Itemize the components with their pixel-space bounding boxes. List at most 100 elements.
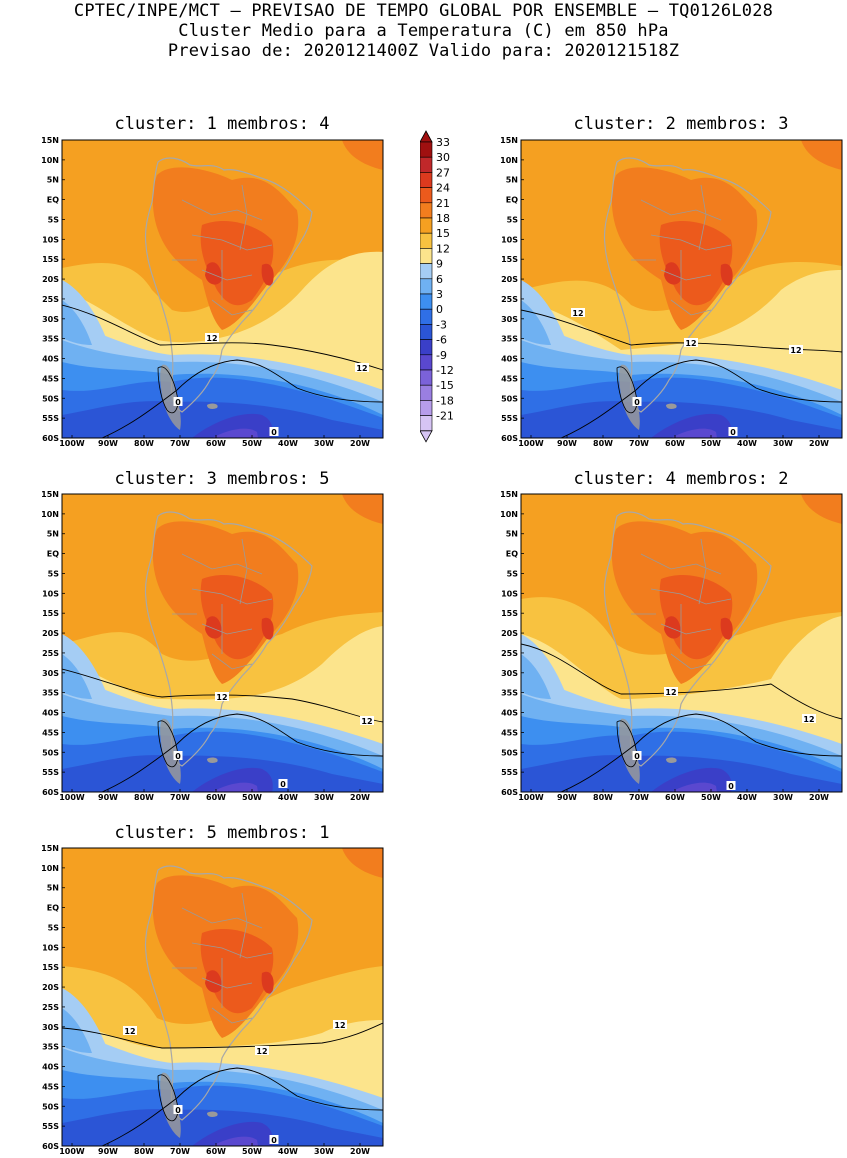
lat-tick-label: 45S: [42, 728, 59, 737]
lat-tick-label: 15S: [42, 609, 59, 618]
lon-tick-label: 80W: [593, 439, 613, 448]
contour-label: 12: [256, 1047, 267, 1056]
lat-tick-label: 20S: [42, 275, 59, 284]
lat-tick-label: 5S: [48, 923, 60, 932]
border-line: [670, 299, 712, 316]
contour-label-bg: [205, 333, 219, 342]
lon-tick-label: 50W: [701, 439, 721, 448]
lat-tick-label: 20S: [42, 983, 59, 992]
continent-24: [200, 574, 274, 660]
lon-tick-label: 60W: [206, 439, 226, 448]
lon-tick-label: 90W: [98, 1147, 118, 1156]
colorbar-arrow-bottom: [420, 430, 433, 443]
contour-label-bg: [802, 714, 816, 723]
lon-tick-label: 40W: [737, 439, 757, 448]
continent-24: [200, 220, 274, 306]
lat-tick-label: 45S: [501, 374, 518, 383]
coastline: [144, 157, 313, 413]
border-line: [181, 907, 263, 929]
border-line: [211, 1007, 253, 1024]
lon-tick-label: 20W: [350, 1147, 370, 1156]
lon-tick-label: 20W: [809, 793, 829, 802]
lon-tick-label: 80W: [593, 793, 613, 802]
lat-tick-label: 10S: [42, 235, 59, 244]
colorbar-label: 6: [436, 273, 443, 286]
lat-tick-label: 55S: [42, 768, 59, 777]
lat-tick-label: 40S: [42, 355, 59, 364]
contour-label-bg: [278, 779, 288, 788]
lon-tick-label: 30W: [314, 1147, 334, 1156]
band-cool: [212, 428, 258, 438]
contour-label: 12: [685, 339, 696, 348]
contour-label: 0: [728, 782, 734, 791]
colorbar-swatch: [420, 172, 433, 188]
lon-tick-label: 40W: [278, 439, 298, 448]
border-line: [640, 199, 722, 221]
border-line: [211, 299, 253, 316]
band-cool: [62, 1109, 383, 1146]
lat-tick-label: 10S: [501, 589, 518, 598]
band-cool: [62, 755, 383, 792]
lon-tick-label: 50W: [242, 793, 262, 802]
lat-tick-label: 20S: [42, 629, 59, 638]
continent-27b: [261, 971, 274, 994]
border-line: [239, 184, 248, 251]
contour-label: 0: [730, 428, 736, 437]
lat-tick-label: 50S: [501, 748, 518, 757]
contour-label-bg: [632, 751, 642, 760]
contour-label-bg: [728, 427, 738, 436]
lon-tick-label: 40W: [737, 793, 757, 802]
border-line: [239, 538, 248, 605]
coastline: [144, 511, 313, 767]
map-frame: [61, 139, 384, 439]
lat-tick-label: 35S: [42, 689, 59, 698]
lat-tick-label: 15N: [500, 490, 518, 499]
contour-label: 12: [790, 346, 801, 355]
contour-label-bg: [571, 308, 585, 317]
contour-label: 12: [206, 334, 217, 343]
atlantic-21: [801, 140, 842, 170]
colorbar-label: 18: [436, 212, 450, 225]
lat-tick-label: 5N: [506, 530, 518, 539]
lat-tick-label: 30S: [42, 1023, 59, 1032]
contour-label-bg: [789, 345, 803, 354]
lat-tick-label: 15N: [41, 490, 59, 499]
lat-tick-label: 60S: [42, 788, 59, 797]
colorbar-label: -3: [436, 318, 447, 331]
colorbar-swatch: [420, 278, 433, 295]
lat-tick-label: 5N: [47, 530, 59, 539]
contour-0-loop: [616, 720, 638, 768]
lat-tick-label: 55S: [42, 414, 59, 423]
lat-tick-label: 50S: [501, 394, 518, 403]
falklands: [207, 403, 218, 409]
lon-tick-label: 100W: [59, 793, 85, 802]
lat-tick-label: 35S: [501, 689, 518, 698]
lat-tick-label: EQ: [47, 904, 59, 913]
atlantic-21: [801, 494, 842, 524]
colorbar-swatch: [420, 217, 433, 234]
panel-1-title: cluster: 1 membros: 4: [114, 114, 330, 134]
colorbar-swatch: [420, 384, 433, 401]
contour-label: 12: [124, 1027, 135, 1036]
lon-tick-label: 50W: [701, 793, 721, 802]
lon-tick-label: 20W: [350, 439, 370, 448]
border-line: [201, 623, 253, 635]
map-panel-5: 12 12 12 0 0 15N 10N 5N EQ 5S 10S 15S 20S 25S 30S 35S 40…: [10, 842, 384, 1158]
lon-tick-label: 100W: [59, 1147, 85, 1156]
lon-tick-label: 70W: [170, 1147, 190, 1156]
lon-tick-label: 70W: [170, 439, 190, 448]
lon-tick-label: 60W: [665, 439, 685, 448]
lon-tick-label: 30W: [314, 793, 334, 802]
border-line: [239, 892, 248, 959]
contour-0: [560, 713, 842, 792]
contour-label-bg: [173, 1105, 183, 1114]
band-cool: [521, 401, 842, 438]
border-line: [670, 653, 712, 670]
lat-tick-label: 50S: [42, 394, 59, 403]
panel-3-title: cluster: 3 membros: 5: [114, 469, 330, 489]
border-line: [640, 553, 722, 575]
lat-tick-label: 25S: [501, 295, 518, 304]
colorbar: 33 30 27 24 21 18 15 12 9 6 3 0 -3 -6 -9 -12 -15 -18 -21: [420, 130, 480, 445]
header-line-2: Cluster Medio para a Temperatura (C) em …: [178, 21, 669, 41]
map-frame: [61, 493, 384, 793]
